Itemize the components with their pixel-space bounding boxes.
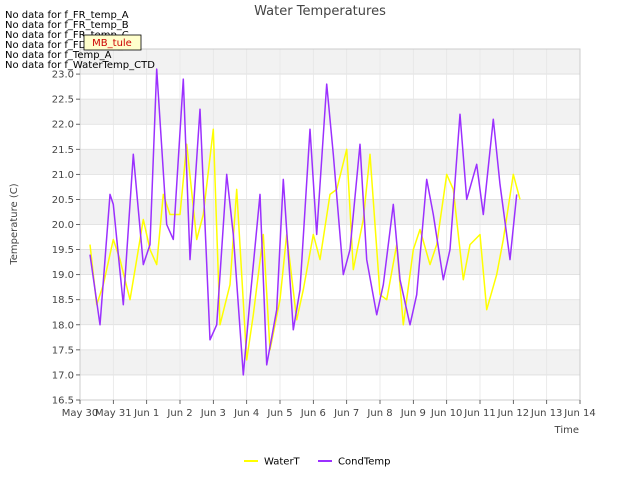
x-tick-label: May 31 xyxy=(95,408,132,419)
annotation-box: MB_tule xyxy=(83,34,142,51)
y-tick-label: 23.0 xyxy=(52,70,74,81)
x-tick-label: Jun 10 xyxy=(430,408,463,419)
grid-band xyxy=(80,149,580,175)
y-tick-label: 17.0 xyxy=(52,370,74,381)
x-tick-label: Jun 6 xyxy=(300,408,326,419)
grid-band xyxy=(80,299,580,325)
y-tick-label: 19.0 xyxy=(52,270,74,281)
y-tick-label: 19.5 xyxy=(52,245,74,256)
y-tick-label: 18.5 xyxy=(52,295,74,306)
x-tick-label: Jun 14 xyxy=(563,408,596,419)
no-data-message: No data for f_WaterTemp_CTD xyxy=(5,60,155,71)
legend: WaterT CondTemp xyxy=(244,457,390,468)
grid-bands xyxy=(80,49,580,375)
y-tick-label: 20.0 xyxy=(52,220,74,231)
x-tick-label: Jun 13 xyxy=(530,408,563,419)
no-data-message: No data for f_FR_temp_A xyxy=(5,10,129,21)
y-tick-label: 16.5 xyxy=(52,396,74,407)
annotation-label: MB_tule xyxy=(92,38,132,49)
x-tick-label: Jun 5 xyxy=(266,408,292,419)
y-tick-label: 18.0 xyxy=(52,320,74,331)
x-tick-label: Jun 8 xyxy=(366,408,392,419)
no-data-message: No data for f_FD_Temp_1 xyxy=(5,40,129,51)
grid-band xyxy=(80,349,580,375)
no-data-message: No data for f_FR_temp_B xyxy=(5,20,129,31)
y-tick-label: 22.5 xyxy=(52,95,74,106)
x-tick-label: Jun 12 xyxy=(497,408,530,419)
series-line-condtemp xyxy=(89,68,518,376)
y-axis: 16.5 17.0 17.5 18.0 18.5 19.0 19.5 20.0 20.5 21.0… xyxy=(52,70,80,407)
y-tick-label: 22.0 xyxy=(52,120,74,131)
x-tick-label: Jun 9 xyxy=(400,408,426,419)
y-tick-label: 20.5 xyxy=(52,195,74,206)
x-tick-label: Jun 2 xyxy=(166,408,192,419)
x-tick-label: Jun 4 xyxy=(233,408,259,419)
y-tick-label: 21.5 xyxy=(52,145,74,156)
x-tick-label: Jun 11 xyxy=(463,408,496,419)
grid-band xyxy=(80,49,580,75)
no-data-messages: No data for f_FR_temp_ANo data for f_FR_… xyxy=(5,10,155,71)
annotation-box-rect xyxy=(83,34,142,51)
x-tick-label: Jun 7 xyxy=(333,408,359,419)
legend-label: WaterT xyxy=(264,457,301,468)
x-tick-label: May 30 xyxy=(62,408,99,419)
no-data-message: No data for f_Temp_A xyxy=(5,50,112,61)
grid-band xyxy=(80,249,580,275)
y-tick-label: 17.5 xyxy=(52,345,74,356)
chart-title: Water Temperatures xyxy=(254,4,386,19)
x-tick-label: Jun 3 xyxy=(200,408,226,419)
y-tick-label: 21.0 xyxy=(52,170,74,181)
grid-band xyxy=(80,199,580,225)
legend-label: CondTemp xyxy=(338,457,390,468)
y-axis-label: Temperature (C) xyxy=(9,183,20,265)
no-data-message: No data for f_FR_temp_C xyxy=(5,30,129,41)
series-line-watert xyxy=(89,128,521,361)
x-tick-label: Jun 1 xyxy=(133,408,159,419)
x-axis-label: Time xyxy=(554,425,579,436)
series-layer xyxy=(89,68,521,376)
